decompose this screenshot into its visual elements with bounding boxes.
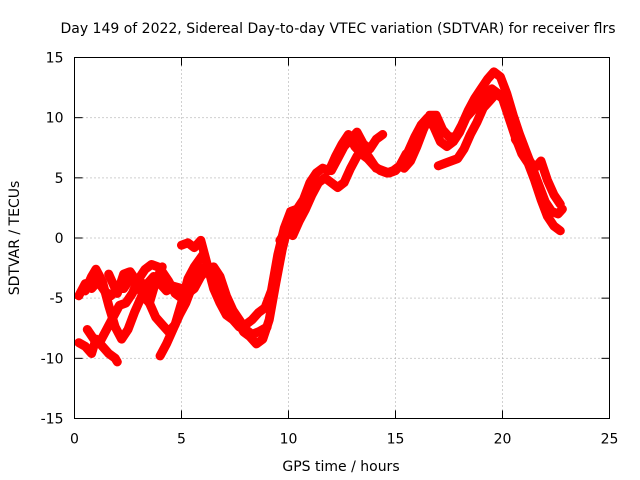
x-tick-label: 5 [177, 432, 186, 448]
y-tick-label: 5 [55, 171, 64, 187]
x-tick-labels: 0 5 10 15 20 25 [70, 432, 618, 448]
series-group [74, 67, 567, 367]
grid-lines [74, 57, 610, 419]
y-tick-label: 15 [46, 51, 64, 67]
series-line-3 [80, 264, 186, 344]
x-axis-label: GPS time / hours [282, 459, 399, 475]
y-tick-label: 0 [55, 231, 64, 247]
x-tick-label: 20 [494, 432, 512, 448]
y-tick-labels: -15 -10 -5 0 5 10 15 [41, 51, 64, 428]
y-axis-label: SDTVAR / TECUs [7, 181, 23, 296]
series-line-12 [510, 134, 565, 209]
y-tick-label: -10 [41, 351, 64, 367]
x-tick-label: 10 [280, 432, 298, 448]
plot-frame [74, 57, 610, 419]
y-tick-label: -15 [41, 412, 64, 428]
series-line-11 [433, 89, 565, 236]
series-line-5 [104, 262, 167, 308]
x-tick-label: 0 [70, 432, 79, 448]
x-tick-label: 25 [601, 432, 619, 448]
y-tick-label: -5 [50, 291, 64, 307]
chart-title: Day 149 of 2022, Sidereal Day-to-day VTE… [60, 21, 615, 37]
y-tick-label: 10 [46, 111, 64, 127]
series-line-6 [155, 209, 300, 361]
series-line-8 [275, 84, 529, 245]
x-tick-label: 15 [387, 432, 405, 448]
series-line-9 [326, 127, 388, 176]
